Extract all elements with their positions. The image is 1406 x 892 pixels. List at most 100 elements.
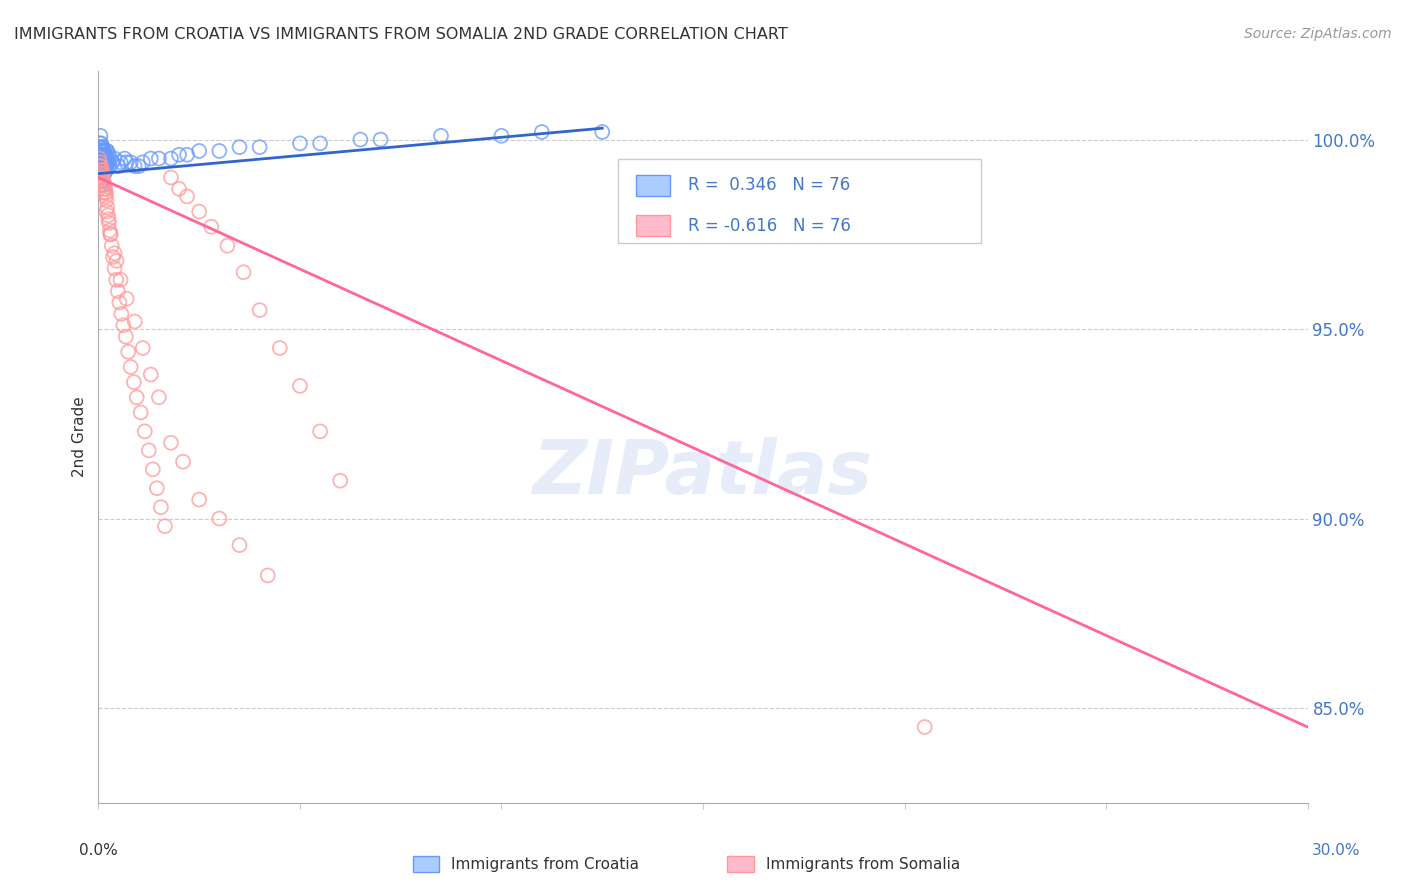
Point (90, 147, 112, 161)
Point (97, 155, 120, 169)
Point (249, 140, 271, 154)
Point (94, 186, 117, 200)
Point (138, 443, 160, 458)
Text: Immigrants from Somalia: Immigrants from Somalia (766, 856, 960, 871)
Point (114, 152, 136, 166)
Point (120, 155, 142, 169)
Point (100, 227, 122, 242)
Point (107, 284, 129, 298)
Point (430, 128, 453, 143)
Point (93, 167, 115, 181)
Point (96, 162, 118, 177)
Point (103, 246, 125, 260)
Text: R = -0.616   N = 76: R = -0.616 N = 76 (689, 217, 852, 235)
Point (96, 152, 118, 166)
Point (89, 162, 111, 177)
Point (167, 182, 190, 196)
Point (110, 273, 132, 287)
Point (249, 303, 271, 318)
Point (94, 147, 117, 161)
Point (93, 147, 115, 161)
Point (93, 152, 115, 166)
Text: Source: ZipAtlas.com: Source: ZipAtlas.com (1244, 27, 1392, 41)
Point (94, 159, 117, 173)
Point (96, 201, 118, 215)
Point (90, 174, 112, 188)
Point (530, 125, 553, 139)
Point (91, 178, 114, 192)
Point (100, 152, 122, 166)
Point (96, 152, 118, 166)
Point (139, 368, 162, 382)
Point (98, 223, 121, 237)
Point (93, 174, 115, 188)
Point (94, 182, 117, 196)
Point (148, 152, 170, 166)
Point (288, 136, 311, 151)
Point (97, 155, 120, 169)
Point (97, 216, 120, 230)
Point (110, 155, 132, 169)
Point (176, 189, 198, 203)
Point (217, 238, 239, 252)
Text: Immigrants from Croatia: Immigrants from Croatia (451, 856, 640, 871)
Point (370, 132, 392, 146)
FancyBboxPatch shape (619, 159, 981, 244)
Point (122, 375, 145, 389)
Point (269, 341, 291, 355)
Point (115, 292, 138, 306)
Point (96, 193, 118, 207)
Point (200, 219, 222, 234)
Point (103, 152, 125, 166)
Point (90, 170, 112, 185)
Point (914, 720, 936, 734)
Point (91, 144, 114, 158)
Point (91, 140, 114, 154)
Y-axis label: 2nd Grade: 2nd Grade (72, 397, 87, 477)
Bar (413, 856, 440, 872)
Point (100, 227, 122, 242)
Point (125, 390, 148, 404)
Point (309, 136, 332, 151)
Point (115, 155, 138, 169)
Point (91, 186, 114, 200)
Point (89, 147, 111, 161)
Point (93, 144, 115, 158)
Point (90, 136, 112, 151)
Point (96, 144, 118, 158)
Point (114, 329, 136, 343)
Point (117, 344, 139, 359)
Point (124, 159, 146, 173)
Point (232, 265, 254, 279)
Point (132, 155, 155, 169)
Point (91, 170, 114, 185)
Point (228, 538, 250, 552)
Point (91, 162, 114, 177)
Point (93, 152, 115, 166)
Text: ZIPatlas: ZIPatlas (533, 437, 873, 510)
Point (107, 159, 129, 173)
Point (96, 155, 118, 169)
Point (188, 144, 211, 158)
Point (90, 152, 112, 166)
Point (97, 208, 120, 222)
Point (90, 144, 112, 158)
Point (101, 155, 124, 169)
Text: 30.0%: 30.0% (1312, 843, 1360, 858)
Point (90, 140, 112, 154)
Bar (637, 175, 671, 195)
Point (101, 250, 124, 264)
Point (91, 144, 114, 158)
Point (90, 140, 112, 154)
Point (148, 390, 170, 404)
Point (94, 152, 117, 166)
Point (89, 159, 111, 173)
Point (288, 379, 311, 393)
Bar (727, 856, 754, 872)
Point (188, 204, 211, 219)
Point (491, 128, 513, 143)
Point (167, 147, 190, 161)
Point (93, 144, 115, 158)
Point (591, 125, 613, 139)
Point (93, 182, 115, 196)
